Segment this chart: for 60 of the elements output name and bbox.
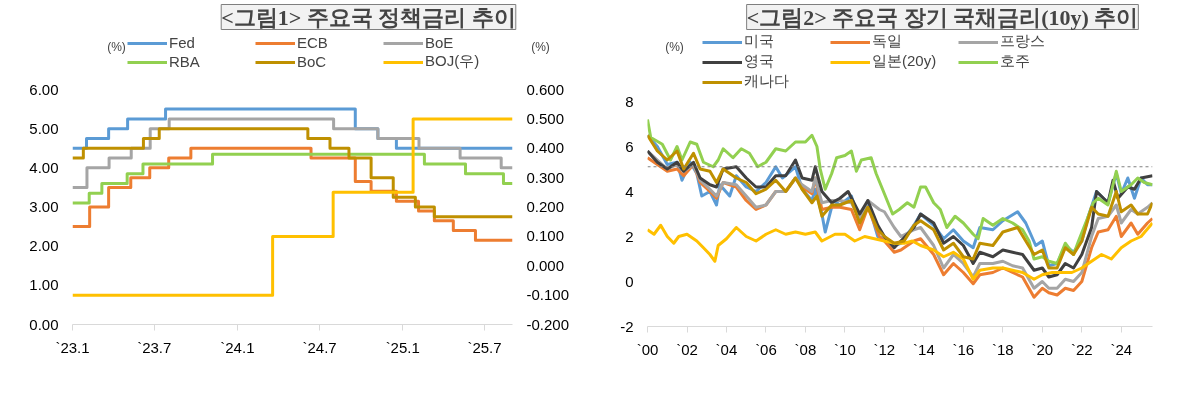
y2-tick-label: 0.400 [526,139,565,157]
y2-tick-label: 0.100 [526,227,565,245]
x-tick-label: `24.7 [302,338,337,356]
y-tick-label: 6.00 [29,80,59,98]
y-tick-label: 4.00 [29,158,59,176]
y-tick-label: 8 [625,92,634,110]
legend-label: RBA [169,53,201,70]
x-tick-label: `14 [913,340,935,358]
legend-label: 독일 [872,32,903,51]
legend-label: 영국 [744,52,775,71]
x-tick-label: `25.7 [467,338,502,356]
x-tick-label: `25.1 [385,338,420,356]
x-tick-label: `16 [952,340,975,358]
legend-label: BoE [425,34,455,51]
y2-tick-label: 0.200 [526,198,565,215]
y-axis-title: (%) [107,39,126,54]
y-tick-label: 3.00 [29,198,59,215]
x-tick-label: `08 [794,340,817,358]
y-tick-label: 1.00 [29,276,59,294]
x-tick-label: `24 [1110,340,1133,358]
x-tick-label: `04 [715,340,738,358]
y2-tick-label: 0.300 [526,168,565,186]
y-tick-label: 0.00 [29,315,59,333]
y-tick-label: 0 [625,272,634,290]
y2-tick-label: 0.500 [526,109,565,127]
y2-tick-label: -0.200 [526,315,570,333]
y2-tick-label: 0.600 [526,80,565,98]
y-tick-label: 2.00 [29,237,59,255]
legend-label: 일본(20y) [872,52,938,71]
y-tick-label: 6 [625,137,634,155]
y-tick-label: 4 [625,182,634,200]
y-tick-label: 2 [625,227,634,245]
x-tick-label: `00 [636,340,659,358]
legend-label: 캐나다 [744,72,790,91]
chart-title: <그림1> 주요국 정책금리 추이 [221,4,516,30]
legend-label: 미국 [744,32,775,51]
legend-label: BOJ(우) [425,52,481,71]
x-tick-label: `20 [1031,340,1054,358]
x-tick-label: `22 [1070,340,1093,358]
x-tick-label: `23.1 [55,338,90,356]
legend-label: Fed [169,34,196,51]
legend-label: BoC [297,53,328,70]
x-tick-label: `24.1 [220,338,255,356]
y-tick-label: -2 [620,317,634,335]
legend-label: 호주 [1000,52,1031,71]
x-tick-label: `23.7 [137,338,172,356]
y-axis-title: (%) [665,39,684,54]
x-tick-label: `10 [834,340,856,358]
legend-label: ECB [297,34,329,51]
chart-title: <그림2> 주요국 장기 국채금리(10y) 추이 [746,4,1139,30]
x-tick-label: `12 [873,340,896,358]
x-tick-label: `18 [992,340,1014,358]
x-tick-label: `06 [755,340,777,358]
y-tick-label: 5.00 [29,119,59,137]
line-series [647,221,1153,281]
y2-tick-label: 0.000 [526,256,565,274]
x-tick-label: `02 [676,340,698,358]
y2-tick-label: -0.100 [526,286,570,304]
legend-label: 프랑스 [1000,32,1046,51]
y2-axis-title: (%) [531,39,550,54]
